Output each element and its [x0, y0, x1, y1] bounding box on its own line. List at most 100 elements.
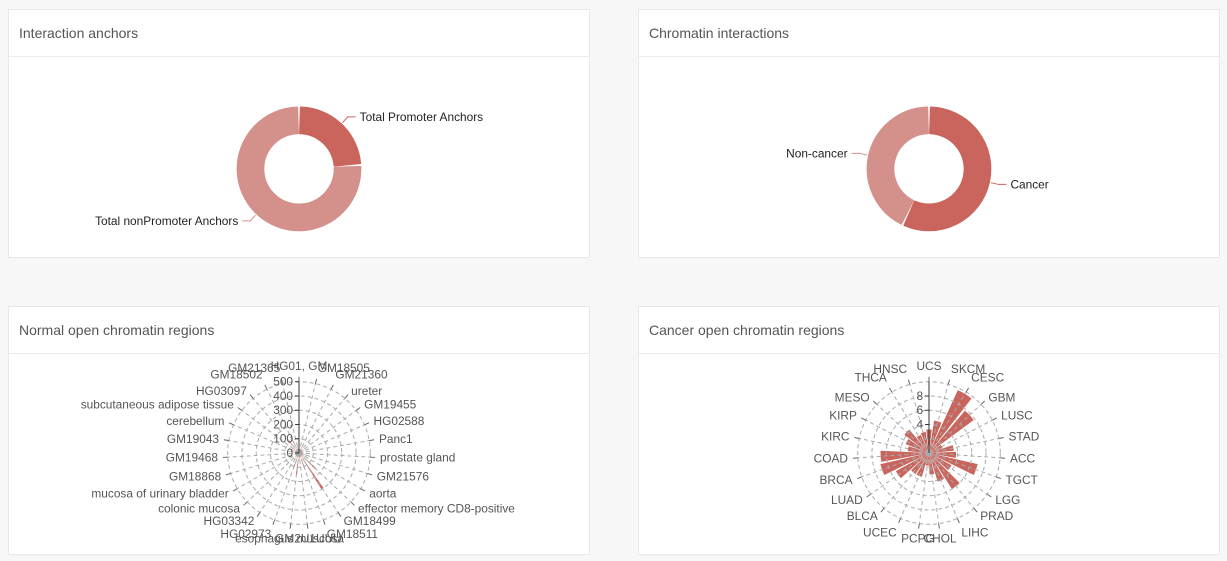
polar-bar[interactable]: [929, 453, 935, 475]
category-label: HG02588: [374, 414, 425, 428]
polar-bar[interactable]: [905, 439, 929, 454]
axis-tick: [256, 512, 261, 517]
category-label: GBM: [988, 391, 1015, 405]
axis-tick: [237, 407, 243, 411]
category-label: KIRP: [829, 409, 857, 423]
radial-tick-label: 0: [286, 446, 293, 460]
grid-spoke: [237, 452, 300, 490]
grid-spoke: [298, 389, 332, 454]
grid-spoke: [298, 452, 352, 503]
grid-spoke: [298, 452, 324, 521]
axis-tick: [996, 476, 1002, 480]
axis-tick: [880, 507, 885, 513]
axis-tick: [223, 439, 229, 442]
category-label: ureter: [351, 384, 382, 398]
axis-tick: [947, 379, 951, 385]
category-label: LGG: [995, 493, 1020, 507]
card-title: Normal open chromatin regions: [19, 322, 215, 338]
polar-bar[interactable]: [929, 445, 954, 454]
polar-bar[interactable]: [929, 390, 972, 454]
grid-spoke: [928, 438, 999, 454]
category-label: GM18499: [344, 514, 397, 528]
radial-tick-label: 400: [273, 389, 293, 403]
polar-bar[interactable]: [929, 451, 957, 458]
polar-bar[interactable]: [929, 453, 978, 476]
axis-tick: [337, 512, 342, 517]
category-label: CESC: [971, 371, 1004, 385]
grid-spoke: [298, 452, 361, 490]
donut-slice[interactable]: [866, 106, 929, 225]
card-body: UCS SKCM CESC GBM LUSC STAD ACC TGCT LGG PRAD LIHC…: [639, 354, 1219, 554]
grid-spoke: [233, 424, 300, 454]
grid-spoke: [241, 410, 300, 454]
category-label: effector memory CD8-positive: [358, 502, 515, 516]
category-label: PCPG: [901, 531, 935, 545]
axis-tick: [980, 400, 986, 405]
polar-bar[interactable]: [929, 453, 945, 482]
polar-bar[interactable]: [907, 446, 929, 454]
category-label: KIRC: [821, 429, 850, 443]
category-label: esophagus muscosa: [235, 532, 344, 546]
polar-bar[interactable]: [880, 453, 929, 476]
grid-spoke: [274, 452, 300, 521]
axis-tick: [249, 394, 254, 399]
category-label: LIHC: [961, 525, 988, 539]
grid-spoke: [298, 383, 316, 454]
polar-bar[interactable]: [911, 453, 929, 475]
axis-tick: [918, 523, 920, 529]
slice-label: Total nonPromoter Anchors: [95, 214, 238, 228]
donut-slice[interactable]: [299, 106, 362, 167]
slice-label-line: [342, 116, 356, 124]
grid-spoke: [891, 391, 930, 454]
polar-bar[interactable]: [916, 434, 929, 454]
grid-spoke: [298, 452, 371, 458]
radial-tick-label: 200: [273, 417, 293, 431]
slice-label-line: [990, 182, 1007, 185]
category-label: HG01, GM: [271, 359, 328, 373]
axis-tick: [367, 472, 373, 476]
axis-tick: [344, 394, 349, 399]
category-label: colonic mucosa: [158, 502, 240, 516]
category-label: PRAD: [980, 509, 1013, 523]
card-title: Interaction anchors: [19, 25, 139, 41]
category-label: LUAD: [831, 493, 863, 507]
axis-tick: [856, 476, 862, 480]
polar-bar[interactable]: [929, 420, 942, 454]
category-label: CHOL: [924, 531, 957, 545]
category-label: LUSC: [1001, 409, 1033, 423]
grid-spoke: [298, 452, 308, 524]
category-label: cerebellum: [166, 414, 224, 428]
polar-bar[interactable]: [929, 453, 960, 490]
radial-tick-label: 300: [273, 403, 293, 417]
polar-bar[interactable]: [916, 453, 929, 477]
axis-tick: [360, 488, 366, 492]
card-title: Cancer open chromatin regions: [649, 322, 845, 338]
polar-bar[interactable]: [880, 450, 929, 462]
card-header: Chromatin interactions: [639, 10, 1219, 57]
category-label: UCS: [916, 359, 941, 373]
slice-label: Total Promoter Anchors: [360, 110, 483, 124]
category-label: BRCA: [819, 473, 852, 487]
axis-tick: [369, 439, 375, 442]
axis-tick: [322, 519, 326, 525]
cancer-open-chromatin-card: Cancer open chromatin regions UCS SKCM CES…: [638, 306, 1220, 555]
grid-spoke: [298, 424, 365, 454]
grid-spoke: [298, 398, 346, 454]
axis-tick: [992, 417, 997, 421]
polar-bar[interactable]: [920, 431, 929, 454]
axis-tick: [861, 417, 866, 421]
category-label: ACC: [1010, 452, 1035, 466]
radial-tick-label: 100: [273, 432, 293, 446]
axis-tick: [364, 422, 370, 426]
category-label: GM18505: [318, 361, 371, 375]
axis-tick: [264, 384, 268, 390]
donut-slice[interactable]: [903, 106, 992, 232]
category-label: subcutaneous adipose tissue: [81, 397, 235, 411]
card-title: Chromatin interactions: [649, 25, 790, 41]
axis-tick: [866, 493, 872, 498]
grid-spoke: [227, 452, 300, 458]
axis-tick: [306, 523, 309, 529]
donut-slice[interactable]: [236, 106, 362, 232]
axis-tick: [854, 437, 860, 439]
